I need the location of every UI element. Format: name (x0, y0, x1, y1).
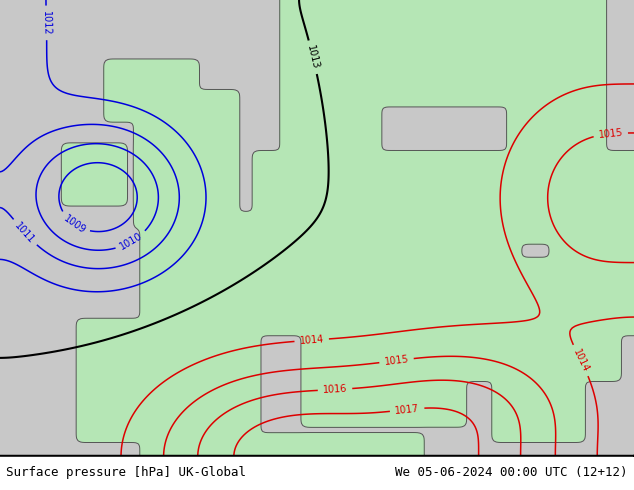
Text: 1015: 1015 (384, 354, 410, 367)
Text: 1010: 1010 (119, 231, 145, 252)
Text: 1012: 1012 (41, 10, 51, 35)
Text: 1015: 1015 (598, 127, 623, 140)
Text: 1013: 1013 (305, 44, 321, 70)
Text: 1017: 1017 (394, 403, 420, 416)
Text: We 05-06-2024 00:00 UTC (12+12): We 05-06-2024 00:00 UTC (12+12) (395, 466, 628, 479)
Text: Surface pressure [hPa] UK-Global: Surface pressure [hPa] UK-Global (6, 466, 247, 479)
Text: 1014: 1014 (299, 334, 324, 346)
Text: 1011: 1011 (13, 220, 37, 245)
Text: 1016: 1016 (323, 384, 347, 395)
Text: 1009: 1009 (61, 213, 87, 235)
Text: 1014: 1014 (571, 347, 591, 373)
